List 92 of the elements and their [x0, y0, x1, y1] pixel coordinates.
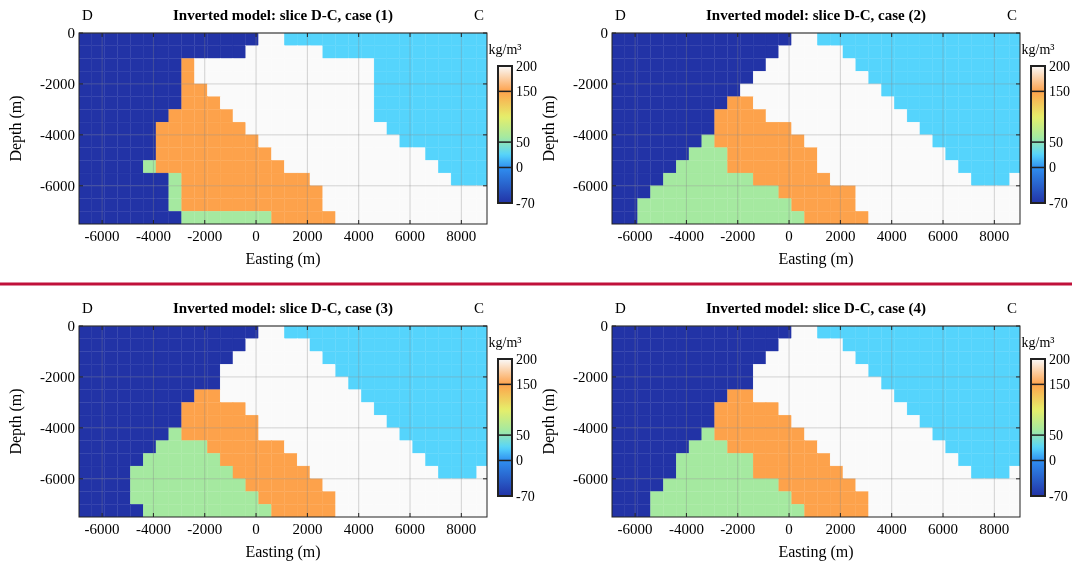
y-tick-label: -2000 [40, 369, 75, 386]
text: D [82, 300, 93, 316]
x-tick-label: 0 [785, 228, 793, 244]
x-tick-label: 6000 [395, 228, 426, 244]
x-tick-label: 6000 [928, 521, 959, 537]
x-axis-title: Easting (m) [245, 543, 321, 561]
color-bar-label: 200 [516, 351, 537, 367]
y-tick-label: 0 [600, 318, 608, 335]
x-tick-label: 2000 [292, 521, 323, 537]
x-tick-label: -6000 [84, 521, 120, 537]
color-bar-label: 0 [1049, 453, 1056, 469]
y-axis-title: Depth (m) [540, 388, 558, 455]
y-tick-label: -6000 [573, 178, 608, 195]
text: C [1006, 300, 1017, 316]
color-bar-label: 50 [1049, 428, 1063, 444]
y-axis-title: Depth (m) [7, 95, 25, 162]
x-tick-label: 2000 [292, 228, 323, 244]
x-tick-label: 4000 [343, 521, 374, 537]
x-tick-label: 8000 [446, 521, 477, 537]
color-bar-label: 150 [1049, 377, 1070, 393]
color-bar-label: 0 [516, 453, 523, 469]
x-tick-label: 2000 [825, 228, 856, 244]
color-bar-label: 150 [516, 84, 537, 100]
color-bar-title: kg/m³ [1021, 42, 1055, 57]
color-bar-label: 150 [1049, 84, 1070, 100]
x-tick-label: 6000 [395, 521, 426, 537]
y-tick-label: 0 [600, 25, 608, 42]
color-bar-label: 150 [516, 377, 537, 393]
x-tick-label: 2000 [825, 521, 856, 537]
x-tick-label: -2000 [720, 228, 756, 244]
x-tick-label: 8000 [979, 521, 1010, 537]
x-tick-label: -6000 [84, 228, 120, 244]
color-bar-label: 0 [516, 160, 523, 176]
chart-title: Inverted model: slice D-C, case (4) [706, 300, 926, 317]
color-bar-label: 200 [1049, 351, 1070, 367]
y-tick-label: -6000 [573, 471, 608, 488]
text: D [615, 300, 626, 316]
x-tick-label: 8000 [979, 228, 1010, 244]
color-bar-label: 50 [516, 428, 530, 444]
x-tick-label: -2000 [187, 228, 223, 244]
color-bar-label: -70 [516, 195, 535, 211]
color-bar-label: 200 [516, 58, 537, 74]
x-tick-label: -4000 [135, 521, 171, 537]
y-tick-label: -4000 [573, 420, 608, 437]
y-tick-label: -4000 [40, 127, 75, 144]
color-bar-label: 50 [516, 135, 530, 151]
color-bar-title: kg/m³ [488, 42, 522, 57]
color-bar-label: -70 [1049, 195, 1068, 211]
y-tick-label: 0 [67, 25, 75, 42]
x-tick-label: -2000 [187, 521, 223, 537]
color-bar-label: -70 [1049, 488, 1068, 504]
text: C [473, 300, 484, 316]
x-tick-label: 4000 [876, 521, 907, 537]
chart-title: Inverted model: slice D-C, case (3) [173, 300, 393, 317]
x-tick-label: 0 [252, 521, 260, 537]
x-tick-label: -4000 [668, 521, 704, 537]
color-bar-label: 0 [1049, 160, 1056, 176]
x-tick-label: -4000 [135, 228, 171, 244]
chart-title: Inverted model: slice D-C, case (2) [706, 7, 926, 24]
y-tick-label: -6000 [40, 471, 75, 488]
x-tick-label: 0 [785, 521, 793, 537]
x-tick-label: 4000 [343, 228, 374, 244]
x-tick-label: 8000 [446, 228, 477, 244]
color-bar-label: -70 [516, 488, 535, 504]
y-tick-label: 0 [67, 318, 75, 335]
x-tick-label: -6000 [617, 521, 653, 537]
y-tick-label: -2000 [573, 369, 608, 386]
y-tick-label: -6000 [40, 178, 75, 195]
y-tick-label: -4000 [40, 420, 75, 437]
text: D [82, 7, 93, 23]
x-tick-label: 4000 [876, 228, 907, 244]
color-bar-title: kg/m³ [488, 335, 522, 350]
x-tick-label: 6000 [928, 228, 959, 244]
x-axis-title: Easting (m) [778, 250, 854, 268]
y-tick-label: -4000 [573, 127, 608, 144]
y-axis-title: Depth (m) [7, 388, 25, 455]
x-tick-label: -2000 [720, 521, 756, 537]
color-bar-title: kg/m³ [1021, 335, 1055, 350]
y-axis-title: Depth (m) [540, 95, 558, 162]
color-bar-label: 200 [1049, 58, 1070, 74]
color-bar-label: 50 [1049, 135, 1063, 151]
chart-title: Inverted model: slice D-C, case (1) [173, 7, 393, 24]
y-tick-label: -2000 [40, 76, 75, 93]
x-tick-label: 0 [252, 228, 260, 244]
x-tick-label: -4000 [668, 228, 704, 244]
text: D [615, 7, 626, 23]
y-tick-label: -2000 [573, 76, 608, 93]
x-tick-label: -6000 [617, 228, 653, 244]
text: C [1006, 7, 1017, 23]
text: C [473, 7, 484, 23]
x-axis-title: Easting (m) [245, 250, 321, 268]
x-axis-title: Easting (m) [778, 543, 854, 561]
